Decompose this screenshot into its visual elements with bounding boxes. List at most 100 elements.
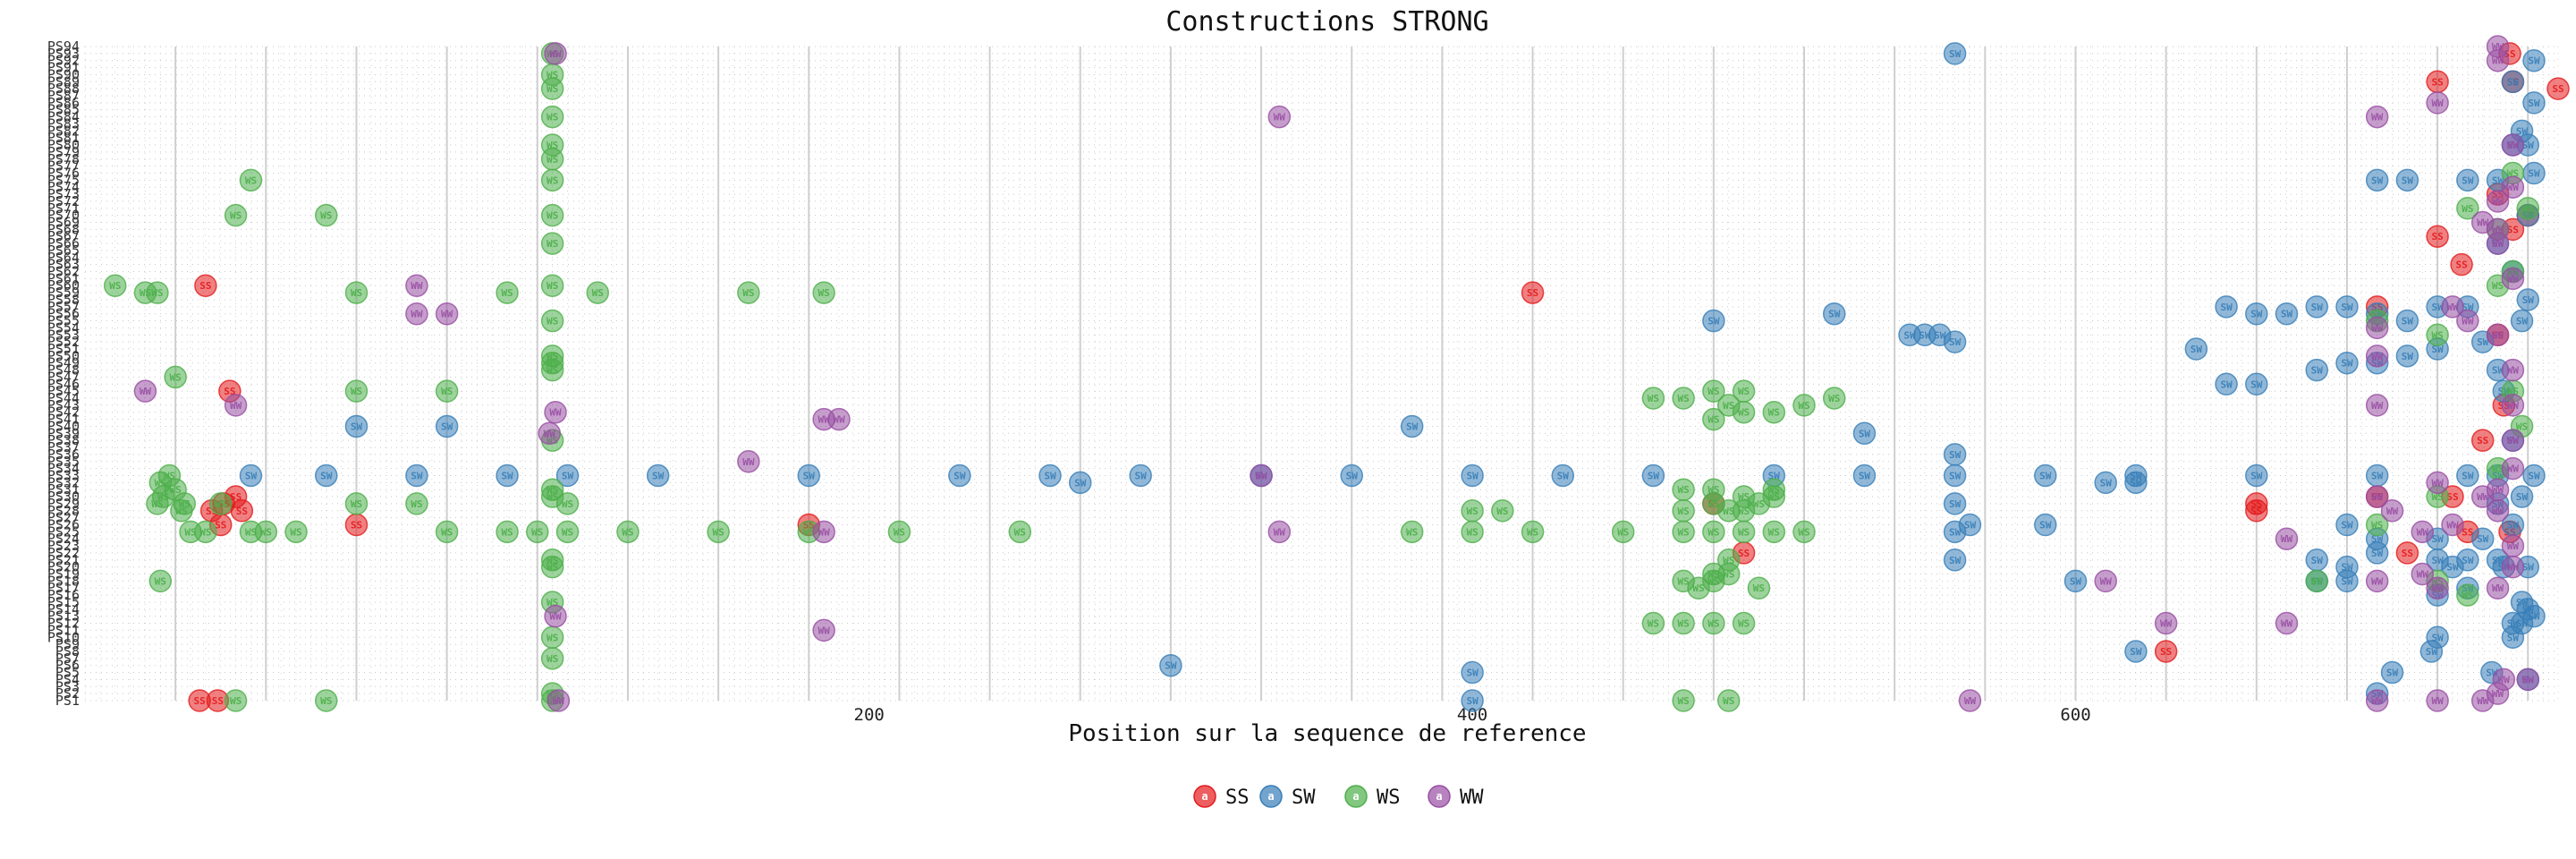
data-point <box>538 421 562 446</box>
data-point <box>540 478 564 501</box>
chart-title: Constructions STRONG <box>1165 6 1488 38</box>
data-point-label: WW <box>2477 491 2489 503</box>
y-tick-label: PS17 <box>47 580 80 596</box>
data-point-label: WW <box>2477 217 2489 229</box>
data-point <box>2426 576 2449 600</box>
data-point <box>2365 689 2389 712</box>
data-point-label: SW <box>2039 519 2052 531</box>
data-point-label: WS <box>1707 386 1719 397</box>
data-point <box>315 464 338 488</box>
data-point-label: WW <box>2281 618 2293 630</box>
data-point <box>2275 302 2299 326</box>
data-point <box>1792 520 1816 544</box>
y-tick-label: PS13 <box>47 608 80 625</box>
data-point <box>1943 549 1967 572</box>
data-point <box>2094 569 2117 593</box>
data-point <box>1702 309 1725 333</box>
data-point <box>435 379 459 403</box>
legend: a SS a SW a WS a WW <box>1193 785 1484 809</box>
data-point <box>1702 520 1725 544</box>
y-tick-label: PS15 <box>47 594 80 610</box>
data-point <box>1400 520 1424 544</box>
data-point-label: WS <box>1466 506 1478 517</box>
y-tick-label: PS60 <box>47 277 80 293</box>
data-point-label: WS <box>1707 484 1719 496</box>
data-point <box>646 464 670 488</box>
data-point-label: SW <box>1949 555 1962 566</box>
data-point-label: WW <box>2522 674 2535 685</box>
data-point <box>2501 358 2525 382</box>
data-point-label: WS <box>184 526 196 538</box>
data-point-label: WW <box>2371 695 2384 707</box>
data-point-label: WW <box>553 695 565 707</box>
y-tick-label: PS24 <box>47 531 80 547</box>
data-point-label: SW <box>2311 302 2324 313</box>
data-point <box>812 281 835 304</box>
data-point-label: WW <box>833 414 845 426</box>
data-point <box>1792 394 1816 417</box>
data-point-label: WW <box>1964 695 1977 707</box>
y-tick-label: PS59 <box>47 285 80 301</box>
data-point <box>405 274 428 297</box>
data-point <box>2275 527 2299 550</box>
y-tick-label: PS6 <box>55 658 80 674</box>
data-point-label: WS <box>1768 407 1780 419</box>
data-point-label: WW <box>742 456 755 468</box>
data-point <box>2522 48 2546 72</box>
data-point <box>224 203 248 227</box>
data-point <box>1038 464 1062 488</box>
data-point <box>1267 520 1292 544</box>
data-point <box>2275 611 2299 635</box>
data-point <box>1943 42 1967 65</box>
data-point <box>1747 576 1771 600</box>
x-axis-label: Position sur la sequence de reference <box>1068 720 1586 747</box>
data-point <box>1702 478 1725 501</box>
data-point-label: SW <box>2039 470 2052 481</box>
data-point-label: WS <box>1753 498 1765 510</box>
y-tick-label: PS71 <box>47 200 80 217</box>
data-point <box>2305 358 2328 382</box>
y-tick-label: PS44 <box>47 390 80 406</box>
y-tick-label: PS16 <box>47 587 80 603</box>
data-point <box>2501 394 2525 417</box>
data-point <box>1672 689 1695 712</box>
data-point-label: SS <box>2552 83 2563 95</box>
data-point-label: SS <box>2160 646 2172 658</box>
data-point-label: SW <box>2462 555 2474 566</box>
data-point-label: WS <box>712 526 724 538</box>
data-point-label: WS <box>290 526 301 538</box>
data-point-label: WW <box>230 400 242 412</box>
data-point-label: SW <box>1859 428 1871 439</box>
data-point-label: WS <box>411 498 422 510</box>
data-point-label: WS <box>1798 400 1809 412</box>
data-point <box>555 520 580 544</box>
data-point <box>544 604 567 628</box>
data-point-label: WS <box>2522 203 2534 215</box>
data-point-label: SW <box>2070 575 2082 587</box>
y-tick-label: PS10 <box>47 629 80 645</box>
x-tick-labels: 200 400 600 <box>854 705 2091 725</box>
data-point-label: SW <box>2402 174 2414 186</box>
y-tick-label: PS2 <box>55 685 80 702</box>
data-point-label: SS <box>2250 506 2262 517</box>
data-point-label: WS <box>1406 526 1418 538</box>
data-point-label: WS <box>245 174 257 186</box>
y-tick-label: PS81 <box>47 130 80 146</box>
data-point <box>2380 499 2404 523</box>
data-point-label: SW <box>2522 140 2535 151</box>
data-point-label: WS <box>2431 329 2443 341</box>
data-point-label: SW <box>2220 302 2233 313</box>
data-point-label: WW <box>2100 575 2113 587</box>
data-point <box>2501 429 2525 452</box>
legend-key-glyph: a <box>1201 790 1208 803</box>
data-point <box>1521 520 1545 544</box>
data-point <box>2335 295 2359 319</box>
legend-item-ss: a SS <box>1193 785 1250 809</box>
data-point-label: SW <box>1557 470 1570 481</box>
y-tick-label: PS35 <box>47 454 80 470</box>
data-point <box>1641 464 1665 488</box>
y-tick-label: PS19 <box>47 566 80 583</box>
data-point <box>2365 316 2389 340</box>
data-point-label: SS <box>199 280 211 292</box>
data-point-label: WS <box>547 555 558 566</box>
